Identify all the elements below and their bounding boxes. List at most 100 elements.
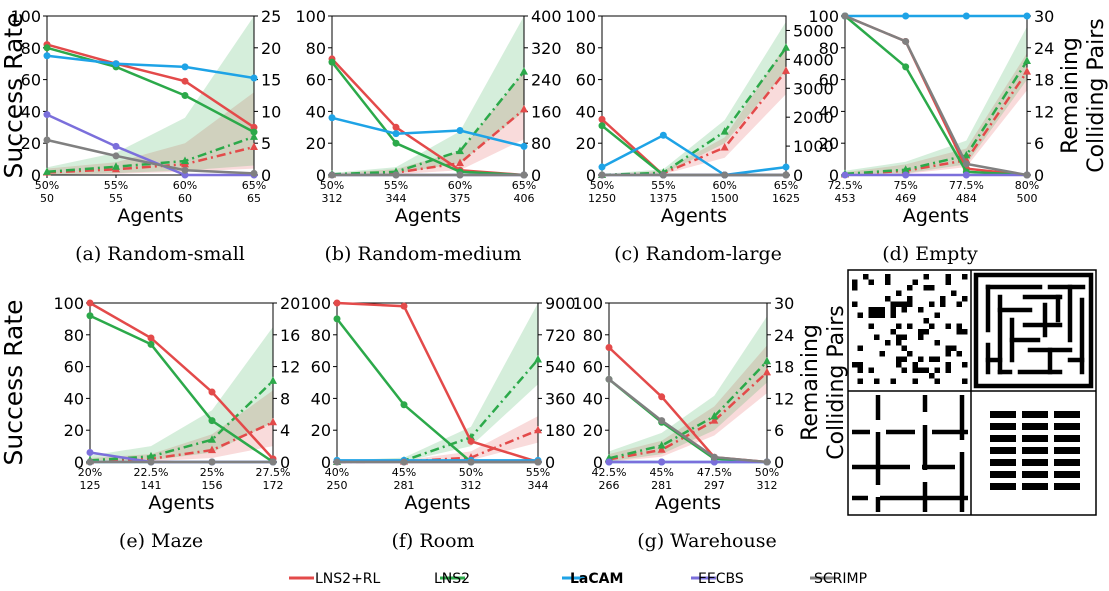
y-tick-label: 60 [306,71,326,90]
obstacle-cell [962,378,968,384]
x-tick-label-count: 172 [263,479,284,492]
circle-marker [598,171,606,179]
chart-panel: 0 20 40 60 80 100 0 6 12 18 24 30 42.5%266 45%281 47.5… [572,294,849,552]
obstacle-cell [857,312,863,318]
x-tick-label-count: 50 [40,192,54,205]
x-tick-label-count: 406 [514,192,535,205]
obstacle-cell [945,279,951,285]
x-tick-label-count: 375 [450,192,471,205]
y-tick-label: 100 [572,294,603,313]
panel-caption: (g) Warehouse [637,530,776,552]
shelf [1022,423,1048,430]
y-tick-label: 80 [21,39,41,58]
y2-tick-label: 12 [774,389,794,408]
x-tick-label-pct: 42.5% [592,466,627,479]
obstacle-cell [874,312,880,318]
obstacle-cell [962,362,968,368]
series-line-success-lns2 [844,15,1028,177]
y2-tick-label: 0 [774,453,784,472]
triangle-marker [657,445,666,453]
shelf [1054,471,1080,478]
circle-marker [86,448,94,456]
obstacle-cell [907,296,913,302]
x-tick-label-count: 250 [327,479,348,492]
triangle-marker [269,417,277,426]
circle-marker [1023,12,1031,20]
obstacle-cell [852,285,858,291]
y2-tick-label: 360 [545,389,576,408]
circle-marker [43,136,51,144]
band-lns2plusrl [845,53,1027,175]
legend: LNS2+RL LNS2 LaCAM EECBS SCRIMP [289,571,867,587]
obstacle-cell [896,301,902,307]
y-tick-label: 80 [819,39,839,58]
circle-marker [467,458,475,466]
chart-panel: 020406080100051015202550%5055%5560%6065%… [0,7,281,265]
y-tick-label: 20 [819,134,839,153]
y2-tick-label: 30 [774,294,794,313]
series-line-success-eecbs [46,113,254,177]
circle-marker [86,458,94,466]
x-axis-title: Agents [404,492,470,514]
circle-marker [208,388,216,396]
y-tick-label: 40 [583,389,603,408]
x-tick-label-pct: 27.5% [256,466,291,479]
obstacle-cell [852,279,858,285]
legend-label: SCRIMP [814,571,867,587]
obstacle-cell [868,312,874,318]
triangle-marker [782,66,790,74]
y-tick-label: 80 [311,326,331,345]
series-line-success-lns2 [46,46,255,134]
obstacle-cell [874,307,880,313]
obstacle-cell [890,301,896,307]
y-tick-label: 100 [808,7,839,26]
shelf [1022,411,1048,418]
x-tick-label-pct: 65% [512,179,536,192]
circle-marker [43,111,51,119]
obstacle-cell [945,362,951,368]
shelf [1022,471,1048,478]
obstacle-cell [907,301,913,307]
series-line-colliding-lns2 [601,47,788,177]
triangle-marker [763,367,771,376]
circle-marker [392,171,400,179]
shelf [990,423,1016,430]
circle-marker [710,453,718,461]
series-line-success-lns2 [89,314,274,464]
y2-tick-label: 0 [261,166,271,185]
x-tick-label-pct: 47.5% [697,466,732,479]
obstacle-cell [956,323,962,329]
x-tick-label-count: 344 [386,192,407,205]
series-line-success-lns2 [331,61,525,177]
circle-marker [181,166,189,174]
x-tick-label-count: 156 [202,479,223,492]
obstacle-cell [956,351,962,357]
circle-marker [250,74,258,82]
obstacle-cell [918,307,924,313]
panel-caption: (d) Empty [882,243,978,265]
circle-marker [86,312,94,320]
circle-marker [269,458,277,466]
obstacle-cell [923,367,929,373]
triangle-marker [43,167,51,175]
obstacle-cell [896,334,902,340]
triangle-marker [208,435,216,443]
triangle-marker [1023,56,1031,65]
y2-tick-label: 20 [261,39,281,58]
x-tick-label-count: 60 [178,192,192,205]
x-tick-label-count: 1625 [772,192,800,205]
circle-marker [782,171,790,179]
y-tick-label: 60 [64,358,84,377]
x-tick-label-pct: 55% [651,179,675,192]
chart-panel: 02040608010001000200030004000500050%1250… [565,7,833,265]
obstacle-cell [868,323,874,329]
legend-label: EECBS [698,571,744,587]
shelf [990,435,1016,442]
triangle-marker [720,143,729,151]
obstacle-cell [852,301,858,307]
band-lns2 [609,316,767,462]
obstacle-cell [945,367,951,373]
y2-tick-label: 25 [261,7,281,26]
x-axis-title: Agents [903,205,969,227]
x-tick-label-count: 344 [528,479,549,492]
